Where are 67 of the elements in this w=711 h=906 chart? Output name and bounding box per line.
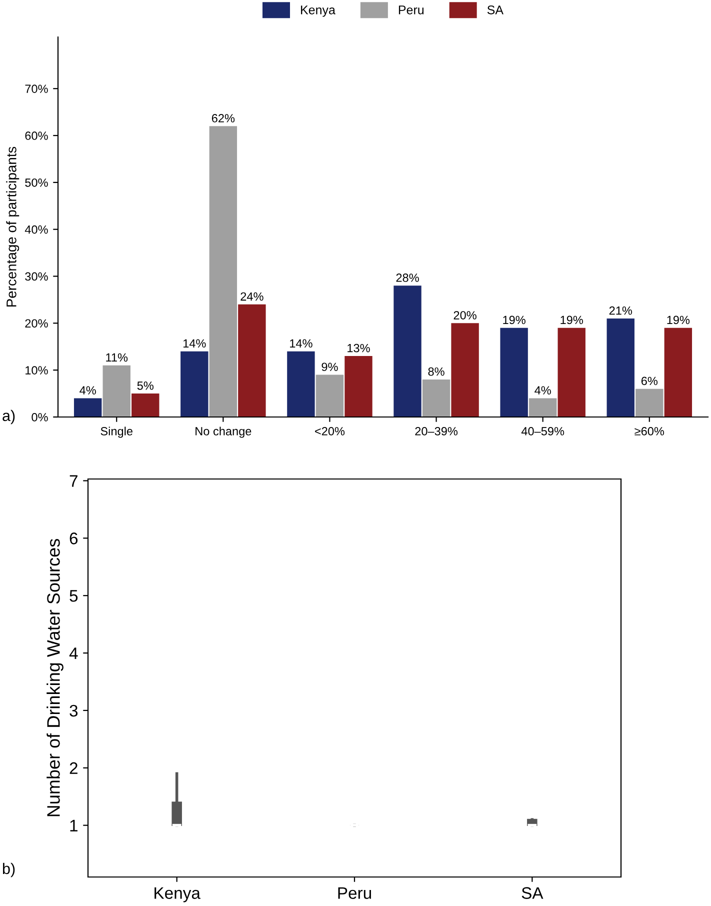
- bar: [422, 379, 450, 417]
- legend-label: Peru: [398, 6, 424, 14]
- y-tick-label: 2: [70, 762, 78, 774]
- bar: [451, 323, 479, 417]
- bar: [209, 126, 238, 417]
- text: a): [2, 410, 15, 424]
- y-tick-label: 20%: [25, 319, 48, 328]
- data-label: 21%: [609, 306, 632, 315]
- data-label: 5%: [137, 382, 154, 390]
- bar: [180, 351, 208, 417]
- bar: [344, 356, 372, 417]
- legend-label: SA: [487, 5, 504, 14]
- text: b): [2, 862, 15, 878]
- data-label: 19%: [667, 316, 690, 324]
- x-tick-label: 20–39%: [415, 427, 458, 436]
- y-tick-label: 1: [70, 820, 78, 832]
- x-tick-label: Peru: [338, 887, 371, 899]
- data-label: 62%: [212, 114, 235, 122]
- data-label: 19%: [560, 316, 583, 324]
- data-label: 19%: [503, 316, 526, 324]
- x-tick-label: Kenya: [154, 887, 200, 902]
- y-tick-label: 0%: [32, 413, 48, 422]
- data-label: 14%: [290, 339, 312, 348]
- data-label: 11%: [106, 353, 128, 362]
- data-label: 20%: [454, 311, 476, 320]
- bar: [558, 328, 586, 417]
- data-label: 13%: [348, 344, 370, 352]
- data-label: 6%: [641, 376, 658, 386]
- data-label: 8%: [428, 367, 444, 376]
- y-tick-label: 30%: [25, 272, 48, 281]
- y-tick-label: 70%: [25, 84, 48, 93]
- bar: [500, 328, 528, 417]
- bar: [316, 374, 344, 417]
- bar: [287, 351, 315, 417]
- y-tick-label: 60%: [25, 132, 48, 140]
- bar: [74, 398, 102, 417]
- data-label: 28%: [396, 274, 419, 282]
- x-tick-label: ≥60%: [634, 427, 664, 436]
- legend-label: Kenya: [301, 6, 336, 17]
- x-tick-label: No change: [196, 426, 252, 438]
- x-tick-label: 40–59%: [521, 427, 564, 436]
- y-tick-label: 40%: [24, 225, 48, 234]
- y-tick-label: 50%: [25, 178, 48, 187]
- y-tick-label: 4: [69, 648, 78, 660]
- data-label: 14%: [183, 339, 206, 348]
- bar: [636, 388, 664, 417]
- bar: [606, 318, 634, 417]
- x-tick-label: <20%: [315, 427, 345, 436]
- bar: [528, 398, 557, 417]
- bar: [102, 365, 130, 417]
- y-tick-label: 3: [70, 704, 78, 717]
- y-tick-label: 7: [70, 475, 78, 487]
- data-label: 4%: [534, 386, 551, 394]
- y-tick-label: 5: [70, 590, 78, 602]
- data-label: 9%: [322, 362, 338, 372]
- y-tick-label: 6: [70, 532, 78, 544]
- y-tick-label: 10%: [26, 366, 48, 374]
- bar: [132, 394, 160, 417]
- y-axis-title: Number of Drinking Water Sources: [46, 539, 64, 816]
- bar: [238, 304, 266, 417]
- x-tick-label: SA: [522, 887, 544, 899]
- bar: [664, 328, 692, 417]
- y-axis-title: Percentage of participants: [6, 146, 20, 307]
- data-label: 24%: [240, 292, 264, 301]
- data-label: 4%: [80, 386, 96, 394]
- x-tick-label: Single: [100, 426, 132, 438]
- bar: [394, 286, 422, 417]
